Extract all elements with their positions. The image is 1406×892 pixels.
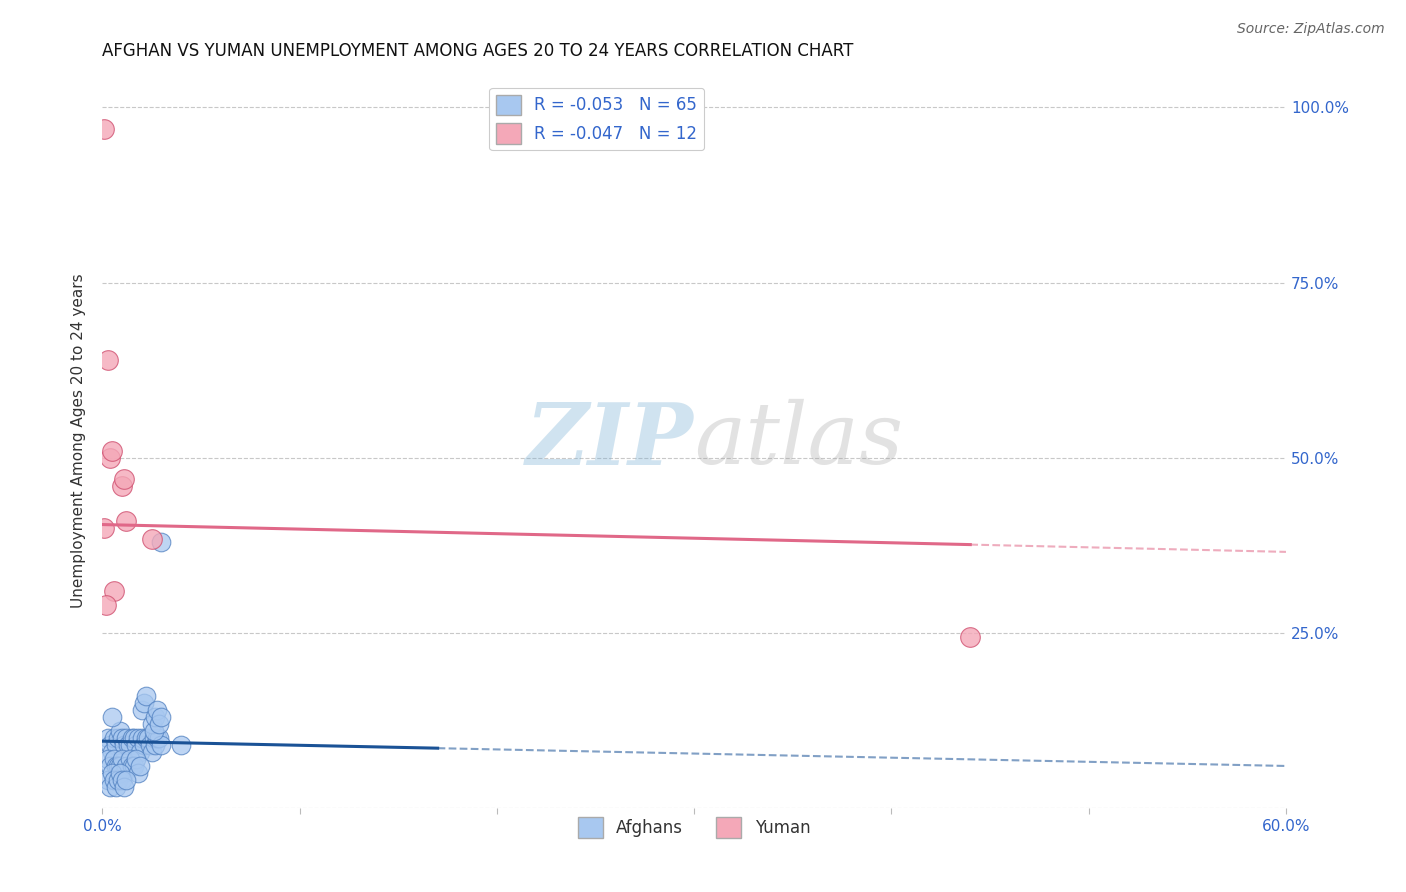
Point <box>125 752 148 766</box>
Point <box>127 731 149 746</box>
Point <box>107 759 129 773</box>
Point <box>141 717 163 731</box>
Point <box>112 472 135 486</box>
Point <box>108 759 131 773</box>
Point <box>142 731 165 746</box>
Point <box>115 731 138 746</box>
Y-axis label: Unemployment Among Ages 20 to 24 years: Unemployment Among Ages 20 to 24 years <box>72 273 86 607</box>
Point <box>105 780 128 795</box>
Point <box>108 724 131 739</box>
Point <box>121 731 143 746</box>
Point <box>111 479 134 493</box>
Point <box>132 696 155 710</box>
Point <box>150 535 173 549</box>
Point <box>132 739 155 753</box>
Point <box>148 731 170 746</box>
Point <box>141 532 163 546</box>
Point <box>150 739 173 753</box>
Point <box>131 731 153 746</box>
Point <box>98 739 121 753</box>
Point <box>135 690 157 704</box>
Point <box>98 780 121 795</box>
Point <box>97 752 120 766</box>
Text: Source: ZipAtlas.com: Source: ZipAtlas.com <box>1237 22 1385 37</box>
Point <box>170 739 193 753</box>
Point <box>121 759 143 773</box>
Point <box>141 745 163 759</box>
Point <box>93 521 115 535</box>
Text: ZIP: ZIP <box>526 399 695 483</box>
Point <box>148 717 170 731</box>
Point <box>96 598 118 612</box>
Point <box>101 710 124 724</box>
Point <box>115 773 138 788</box>
Point <box>125 739 148 753</box>
Point <box>98 450 121 465</box>
Point <box>131 703 153 717</box>
Point <box>138 739 160 753</box>
Text: AFGHAN VS YUMAN UNEMPLOYMENT AMONG AGES 20 TO 24 YEARS CORRELATION CHART: AFGHAN VS YUMAN UNEMPLOYMENT AMONG AGES … <box>103 42 853 60</box>
Point <box>146 731 169 746</box>
Legend: Afghans, Yuman: Afghans, Yuman <box>571 811 817 844</box>
Point <box>135 731 157 746</box>
Point <box>103 731 125 746</box>
Point <box>112 780 135 795</box>
Text: atlas: atlas <box>695 399 903 482</box>
Point <box>145 710 167 724</box>
Point <box>115 514 138 528</box>
Point <box>145 739 167 753</box>
Point <box>97 731 120 746</box>
Point <box>97 352 120 367</box>
Point <box>122 731 145 746</box>
Point <box>98 759 121 773</box>
Point <box>103 584 125 599</box>
Point <box>103 773 125 788</box>
Point <box>115 759 138 773</box>
Point <box>118 752 141 766</box>
Point <box>105 739 128 753</box>
Point <box>108 766 131 780</box>
Point <box>101 745 124 759</box>
Point <box>112 739 135 753</box>
Point <box>112 766 135 780</box>
Point <box>142 724 165 739</box>
Point <box>101 444 124 458</box>
Point <box>122 759 145 773</box>
Point <box>959 630 981 644</box>
Point <box>107 773 129 788</box>
Point <box>118 739 141 753</box>
Point <box>111 731 134 746</box>
Point <box>136 731 159 746</box>
Point <box>103 752 125 766</box>
Point <box>127 766 149 780</box>
Point <box>93 121 115 136</box>
Point <box>105 759 128 773</box>
Point <box>97 773 120 788</box>
Point <box>101 766 124 780</box>
Point <box>107 731 129 746</box>
Point <box>128 745 150 759</box>
Point <box>128 759 150 773</box>
Point <box>146 703 169 717</box>
Point <box>111 773 134 788</box>
Point <box>150 710 173 724</box>
Point <box>117 739 139 753</box>
Point <box>111 752 134 766</box>
